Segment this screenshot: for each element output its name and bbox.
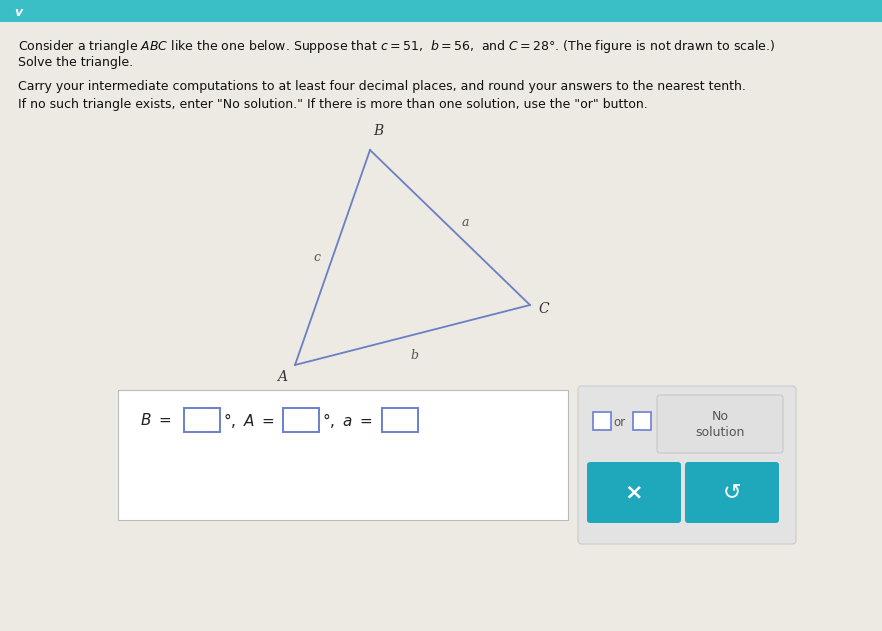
Text: $B\ =$: $B\ =$	[140, 412, 171, 428]
Text: solution: solution	[695, 425, 744, 439]
Text: ×: ×	[624, 483, 643, 502]
FancyBboxPatch shape	[578, 386, 796, 544]
Text: a: a	[462, 216, 469, 229]
Text: $°,\ A\ =$: $°,\ A\ =$	[223, 411, 275, 430]
Text: If no such triangle exists, enter "No solution." If there is more than one solut: If no such triangle exists, enter "No so…	[18, 98, 647, 111]
FancyBboxPatch shape	[283, 408, 319, 432]
Text: Consider a triangle $ABC$ like the one below. Suppose that $c = 51$,  $b = 56$, : Consider a triangle $ABC$ like the one b…	[18, 38, 775, 55]
FancyBboxPatch shape	[657, 395, 783, 453]
FancyBboxPatch shape	[685, 462, 779, 523]
Text: b: b	[410, 349, 418, 362]
FancyBboxPatch shape	[118, 390, 568, 520]
FancyBboxPatch shape	[382, 408, 418, 432]
FancyBboxPatch shape	[0, 0, 882, 22]
FancyBboxPatch shape	[593, 412, 611, 430]
Text: Solve the triangle.: Solve the triangle.	[18, 56, 133, 69]
Text: A: A	[277, 370, 287, 384]
Text: $°,\ a\ =$: $°,\ a\ =$	[322, 411, 373, 430]
Text: or: or	[613, 415, 625, 428]
Text: ↺: ↺	[722, 483, 741, 502]
FancyBboxPatch shape	[184, 408, 220, 432]
Text: Carry your intermediate computations to at least four decimal places, and round : Carry your intermediate computations to …	[18, 80, 746, 93]
Text: v: v	[14, 6, 22, 20]
FancyBboxPatch shape	[633, 412, 651, 430]
Text: c: c	[313, 251, 320, 264]
Text: C: C	[538, 302, 549, 316]
Text: B: B	[373, 124, 384, 138]
FancyBboxPatch shape	[587, 462, 681, 523]
Text: No: No	[712, 410, 729, 423]
